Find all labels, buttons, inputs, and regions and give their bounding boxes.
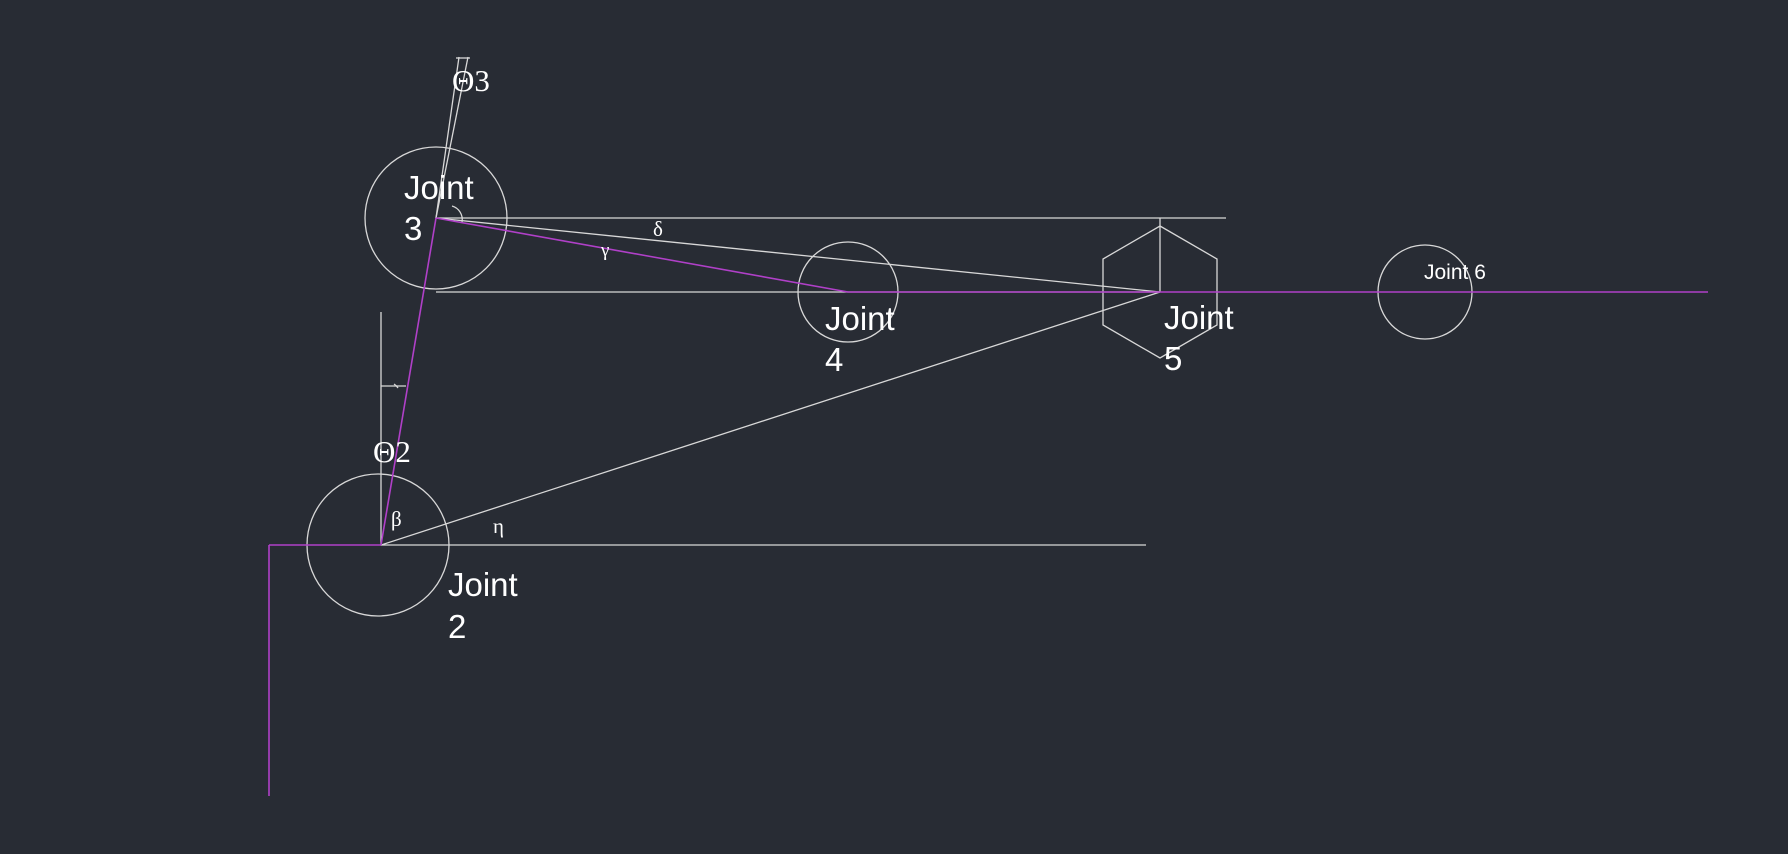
joint5-hexagon bbox=[1102, 225, 1218, 359]
robot-links bbox=[268, 217, 1708, 796]
joint3-label-line2: 3 bbox=[404, 210, 422, 247]
eta-label: η bbox=[493, 514, 504, 538]
joint6-label: Joint 6 bbox=[1424, 261, 1486, 284]
link-joint3-to-joint4 bbox=[435, 217, 849, 293]
joint2-to-joint5-line bbox=[380, 291, 1161, 546]
theta3-label: Θ3 bbox=[452, 63, 490, 98]
beta-label: β bbox=[391, 507, 402, 531]
joint3-circle bbox=[364, 146, 508, 290]
joint-labels: Joint 3 Joint 4 Joint 5 Joint 2 Joint 6 bbox=[404, 169, 1486, 645]
construction-lines bbox=[380, 56, 1226, 546]
joint3-to-joint5-line bbox=[435, 217, 1161, 293]
angle-labels: Θ3 Θ2 β η γ δ bbox=[373, 63, 663, 538]
theta2-label: Θ2 bbox=[373, 434, 411, 469]
joint4-label-line2: 4 bbox=[825, 341, 843, 378]
link-joint2-to-joint3 bbox=[380, 217, 437, 546]
joint2-label-line1: Joint bbox=[448, 566, 518, 603]
joint2-label-line2: 2 bbox=[448, 608, 466, 645]
theta3-extension-line-b bbox=[435, 56, 469, 219]
joint5-label-line2: 5 bbox=[1164, 340, 1182, 377]
theta2-angle-arc bbox=[393, 383, 399, 389]
delta-label: δ bbox=[653, 217, 663, 241]
joint3-angle-arc bbox=[451, 205, 463, 223]
gamma-label: γ bbox=[600, 240, 609, 261]
joint3-label-line1: Joint bbox=[404, 169, 474, 206]
theta3-extension-line-a bbox=[435, 56, 460, 219]
joint4-label-line1: Joint bbox=[825, 300, 895, 337]
joint5-label-line1: Joint bbox=[1164, 299, 1234, 336]
